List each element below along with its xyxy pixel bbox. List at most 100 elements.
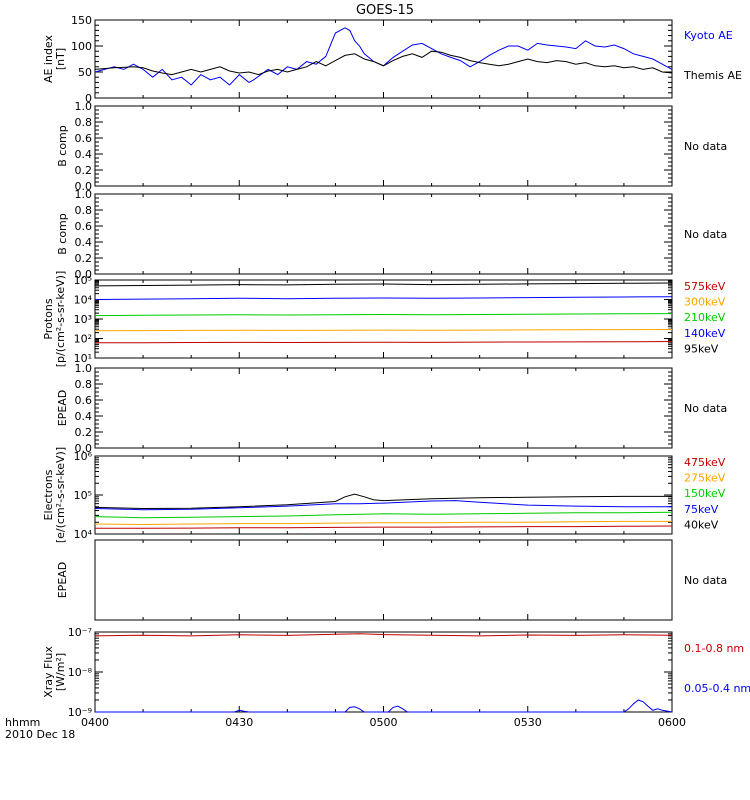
y-tick-label: 100 (71, 40, 92, 53)
y-tick-label: 0.2 (75, 426, 93, 439)
panel-xray: 10⁻⁷ 10⁻⁸ 10⁻⁹ Xray Flux [W/m²] 0.1-0.8 nm 0.0… (42, 626, 750, 719)
series-line-75kev (94, 500, 672, 511)
y-tick-label: 0.2 (75, 252, 93, 265)
y-tick-label: 0.6 (75, 132, 93, 145)
x-tick-label: 0430 (225, 716, 253, 729)
legend-entry: Themis AE (683, 69, 742, 82)
series-line-95kev (94, 282, 673, 287)
no-data-label: No data (684, 228, 727, 241)
no-data-label: No data (684, 574, 727, 587)
series-line-themis-ae (94, 50, 673, 76)
y-tick-label: 10⁵ (74, 274, 92, 287)
y-tick-label: 10⁴ (74, 528, 93, 541)
legend-entry: 140keV (684, 327, 726, 340)
x-tick-label: 0400 (81, 716, 109, 729)
legend-entry: 210keV (684, 311, 726, 324)
y-tick-label: 10⁴ (74, 294, 93, 307)
panel-ae: 0 50 100 150 AE index [nT] Kyoto AE Themis AE (42, 14, 742, 105)
y-axis-label: Protons (42, 298, 55, 339)
legend-entry: 75keV (684, 503, 719, 516)
y-tick-label: 1.0 (75, 362, 93, 375)
panel-electrons: 10⁴ 10⁵ 10⁶ Electrons [e/(cm²-s-sr-keV)] 40ke… (42, 447, 726, 543)
y-axis-label: [W/m²] (54, 653, 67, 691)
y-tick-label: 0.8 (75, 378, 93, 391)
y-tick-label: 0.4 (75, 148, 93, 161)
panels-group: 0 50 100 150 AE index [nT] Kyoto AE Themis AE 0.… (42, 14, 750, 719)
legend-entry: 0.1-0.8 nm (684, 642, 744, 655)
panel-epead2: EPEAD No data (56, 539, 727, 621)
y-tick-label: 0.6 (75, 394, 93, 407)
panel-frame (94, 367, 673, 449)
series-line-300kev (94, 329, 673, 332)
series-line-0-1-0-8-nm (94, 633, 673, 637)
y-tick-label: 10⁶ (74, 450, 93, 463)
y-axis-label: EPEAD (56, 562, 69, 599)
y-tick-label: 0.6 (75, 220, 93, 233)
y-tick-label: 10¹ (74, 352, 92, 365)
y-tick-label: 10³ (74, 313, 92, 326)
y-tick-label: 10⁵ (74, 489, 92, 502)
y-tick-label: 10⁻⁸ (68, 666, 93, 679)
y-tick-label: 0.4 (75, 410, 93, 423)
series-line-140kev (94, 296, 673, 300)
legend-entry: 300keV (684, 296, 726, 309)
y-tick-label: 10² (74, 333, 92, 346)
series-line-210kev (94, 313, 673, 317)
y-tick-label: 0.0 (75, 442, 93, 455)
y-axis-label: Xray Flux (42, 646, 55, 698)
series-line-275kev (94, 520, 672, 526)
y-axis-label: [nT] (54, 48, 67, 70)
series-line-0-05-0-4-nm (95, 699, 673, 713)
legend-entry: 95keV (684, 342, 719, 355)
y-axis-label: [p/(cm²-s-sr-keV)] (54, 271, 67, 368)
series-line-475kev (95, 525, 673, 529)
series-line-kyoto-ae (94, 27, 673, 86)
legend-entry: 575keV (684, 280, 726, 293)
y-tick-label: 0.0 (75, 268, 93, 281)
y-tick-label: 0.8 (75, 116, 93, 129)
panel-frame (94, 631, 673, 713)
legend-entry: 275keV (684, 472, 726, 485)
series-line-40kev (94, 493, 672, 510)
panel-frame (94, 279, 673, 359)
x-tick-label: 0530 (514, 716, 542, 729)
y-axis-label: B comp (56, 125, 69, 167)
y-tick-label: 150 (71, 14, 92, 27)
legend-entry: 40keV (684, 518, 719, 531)
y-axis-label: AE index (42, 34, 55, 83)
panel-frame (94, 193, 673, 275)
legend-entry: 0.05-0.4 nm (684, 682, 750, 695)
legend-entry: 475keV (684, 456, 726, 469)
y-axis-label: Electrons (42, 469, 55, 520)
panel-bcomp2: 0.0 0.2 0.4 0.6 0.8 1.0 B comp No data (56, 188, 727, 281)
x-tick-label: 0500 (370, 716, 398, 729)
legend-entry: Kyoto AE (684, 29, 733, 42)
y-tick-label: 0 (85, 92, 92, 105)
y-axis-label: [e/(cm²-s-sr-keV)] (54, 447, 67, 543)
panel-epead1: 0.0 0.2 0.4 0.6 0.8 1.0 EPEAD No data (56, 362, 727, 455)
no-data-label: No data (684, 402, 727, 415)
y-tick-label: 1.0 (75, 100, 93, 113)
y-tick-label: 0.4 (75, 236, 93, 249)
series-line-575kev (94, 341, 673, 344)
x-axis-label-line1: hhmm (5, 716, 40, 729)
panel-protons: 10¹ 10² 10³ 10⁴ 10⁵ Protons [p/(cm²-s-sr-keV)]… (42, 271, 726, 368)
series-line-150kev (94, 511, 673, 519)
y-tick-label: 0.2 (75, 164, 93, 177)
no-data-label: No data (684, 140, 727, 153)
y-tick-label: 10⁻⁷ (68, 626, 92, 639)
x-axis: 0400 0430 0500 0530 0600 (81, 716, 686, 729)
x-axis-label-line2: 2010 Dec 18 (5, 728, 75, 741)
panel-frame (94, 105, 673, 187)
y-tick-label: 10⁻⁹ (68, 706, 92, 719)
panel-frame (94, 539, 673, 621)
x-tick-label: 0600 (658, 716, 686, 729)
panel-bcomp1: 0.0 0.2 0.4 0.6 0.8 1.0 B comp No data (56, 100, 727, 193)
y-axis-label: B comp (56, 213, 69, 255)
legend-entry: 150keV (684, 487, 726, 500)
panel-frame (94, 19, 673, 99)
y-tick-label: 0.8 (75, 204, 93, 217)
y-tick-label: 0.0 (75, 180, 93, 193)
chart-title: GOES-15 (356, 3, 414, 18)
